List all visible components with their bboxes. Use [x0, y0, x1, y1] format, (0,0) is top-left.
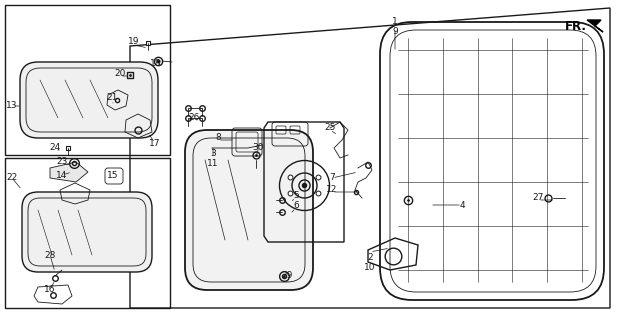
- Text: 20: 20: [115, 69, 126, 78]
- Text: 1: 1: [392, 18, 398, 27]
- Text: 5: 5: [293, 190, 299, 199]
- Text: 2: 2: [367, 253, 373, 262]
- Text: 10: 10: [364, 263, 376, 273]
- Text: 30: 30: [253, 143, 264, 153]
- Polygon shape: [587, 20, 603, 32]
- Text: 6: 6: [293, 201, 299, 210]
- Polygon shape: [50, 162, 88, 182]
- Text: 4: 4: [459, 201, 465, 210]
- Text: 17: 17: [149, 139, 161, 148]
- Text: 23: 23: [56, 157, 67, 166]
- Text: 14: 14: [56, 171, 67, 180]
- Text: 15: 15: [107, 171, 119, 180]
- FancyBboxPatch shape: [22, 192, 152, 272]
- Text: 28: 28: [45, 251, 56, 260]
- Text: 21: 21: [106, 92, 118, 101]
- Text: 25: 25: [324, 124, 335, 132]
- Text: 29: 29: [281, 270, 293, 279]
- FancyBboxPatch shape: [185, 130, 313, 290]
- Text: 7: 7: [329, 173, 335, 182]
- Text: 16: 16: [44, 285, 56, 294]
- Text: 11: 11: [207, 158, 219, 167]
- Text: 18: 18: [150, 59, 162, 68]
- Text: 3: 3: [210, 148, 216, 157]
- FancyBboxPatch shape: [20, 62, 158, 138]
- Text: 19: 19: [128, 37, 140, 46]
- Text: 12: 12: [326, 186, 338, 195]
- Text: 8: 8: [215, 133, 221, 142]
- Text: 24: 24: [50, 143, 61, 153]
- Text: 13: 13: [6, 101, 18, 110]
- Text: 27: 27: [532, 194, 543, 203]
- Text: FR.: FR.: [565, 20, 587, 33]
- Text: 9: 9: [392, 28, 398, 36]
- Text: 26: 26: [188, 114, 200, 123]
- Text: 22: 22: [6, 173, 17, 182]
